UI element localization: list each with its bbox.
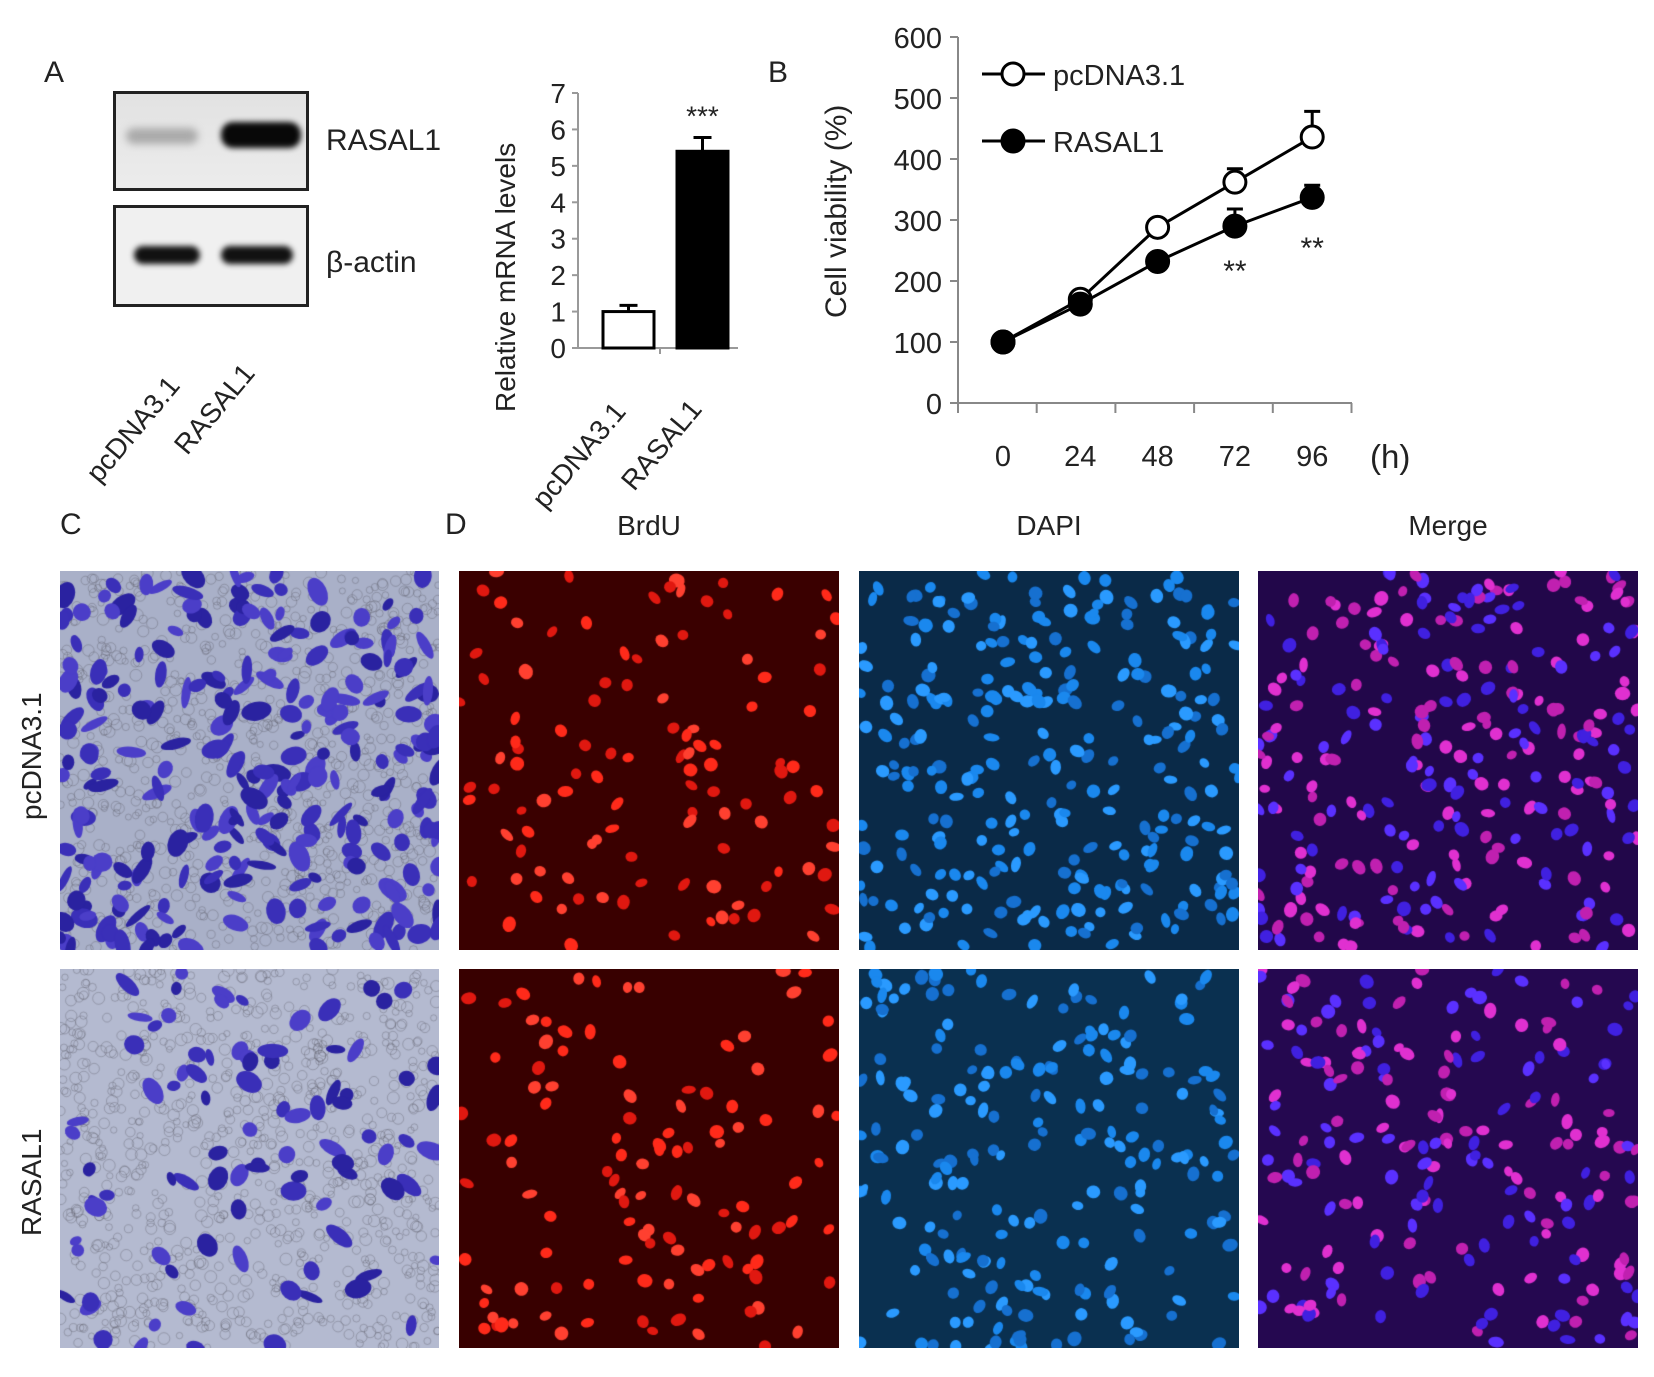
transwell-image-rasal1 [60, 969, 439, 1348]
brdu-image-rasal1 [459, 969, 839, 1348]
transwell-image-pcdna [60, 571, 439, 950]
bar-ytick-label: 3 [550, 224, 566, 255]
western-blot-rasal1 [113, 91, 309, 191]
line-xtick-label: 96 [1296, 441, 1328, 473]
bar-ytick-label: 4 [550, 187, 566, 218]
line-xtick-label: 72 [1219, 441, 1251, 473]
line-xtick-label: 0 [995, 441, 1011, 473]
bar-ytick-label: 0 [550, 333, 566, 364]
line-ytick-label: 200 [894, 267, 942, 299]
significance-label: *** [686, 100, 719, 131]
band-label-beta-actin: β-actin [326, 246, 417, 279]
legend-label-0: pcDNA3.1 [1053, 60, 1185, 92]
bar-ytick-label: 5 [550, 151, 566, 182]
line-ytick-label: 400 [894, 145, 942, 177]
significance-label: ** [1301, 232, 1325, 265]
line-ytick-label: 100 [894, 328, 942, 360]
row-label-rasal1: RASAL1 [16, 1128, 47, 1236]
data-point-1 [1145, 248, 1171, 274]
band [221, 246, 293, 264]
bar-ylabel: Relative mRNA levels [490, 142, 521, 412]
line-ytick-label: 500 [894, 84, 942, 116]
dapi-image-rasal1 [859, 969, 1239, 1348]
significance-label: ** [1223, 255, 1247, 288]
line-ylabel: Cell viability (%) [820, 104, 853, 318]
line-xtick-label: 24 [1064, 441, 1096, 473]
line-xtick-label: 48 [1141, 441, 1173, 473]
panel-label-d: D [445, 508, 467, 541]
line-xlabel: (h) [1370, 438, 1410, 475]
data-point-1 [1222, 213, 1248, 239]
legend-label-1: RASAL1 [1053, 127, 1164, 159]
panel-label-b: B [768, 56, 789, 89]
column-label-dapi: DAPI [1016, 510, 1082, 541]
panel-label-c: C [60, 508, 82, 541]
data-point-1 [1067, 291, 1093, 317]
bar-ytick-label: 1 [550, 297, 566, 328]
band [126, 128, 198, 144]
merge-image-rasal1 [1258, 969, 1638, 1348]
bar-ytick-label: 7 [550, 78, 566, 109]
merge-image-pcdna [1258, 571, 1638, 950]
column-label-brdu: BrdU [617, 510, 681, 541]
bar-1 [675, 149, 730, 350]
data-point-0 [1299, 124, 1325, 150]
legend-marker-0 [1000, 61, 1026, 87]
line-ytick-label: 0 [926, 389, 942, 421]
band [221, 122, 301, 148]
line-ytick-label: 600 [894, 23, 942, 55]
data-point-0 [1145, 214, 1171, 240]
bar-ytick-label: 2 [550, 260, 566, 291]
data-point-1 [990, 329, 1016, 355]
panel-label-a: A [44, 56, 65, 89]
bar-ytick-label: 6 [550, 114, 566, 145]
row-label-pcdna: pcDNA3.1 [16, 692, 47, 820]
legend-marker-1 [1000, 128, 1026, 154]
column-label-merge: Merge [1408, 510, 1488, 541]
line-ytick-label: 300 [894, 206, 942, 238]
data-point-0 [1222, 169, 1248, 195]
band [134, 246, 200, 264]
charts-svg: 0 1 2 3 4 5 6 7 *** 0 100 200 300 400 500 600 0 24 48 72 96 (… [550, 23, 1410, 475]
band-label-rasal1: RASAL1 [326, 124, 442, 157]
dapi-image-pcdna [859, 571, 1239, 950]
bar-0 [601, 310, 656, 350]
data-point-1 [1299, 184, 1325, 210]
brdu-image-pcdna [459, 571, 839, 950]
western-blot-beta-actin [113, 205, 309, 307]
